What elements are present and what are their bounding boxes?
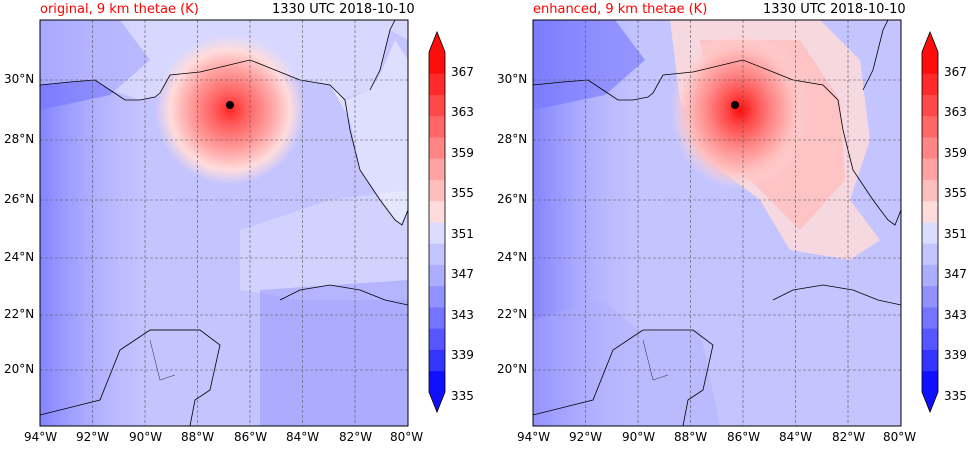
- y-tick-label: 20°N: [497, 362, 528, 376]
- colorbar-label: 363: [451, 105, 474, 119]
- x-tick-label: 84°W: [286, 430, 320, 444]
- y-tick-label: 26°N: [497, 192, 528, 206]
- right-panel-timestamp: 1330 UTC 2018-10-10: [763, 2, 906, 17]
- right-colorbar: [921, 30, 939, 414]
- colorbar-segment: [922, 158, 938, 180]
- colorbar-label: 351: [944, 227, 967, 241]
- colorbar-segment: [922, 73, 938, 95]
- colorbar-label: 355: [451, 186, 474, 200]
- colorbar-segment: [429, 115, 445, 138]
- left-colorbar: [428, 30, 446, 414]
- colorbar-label: 367: [944, 65, 967, 79]
- colorbar-segment: [429, 73, 445, 95]
- colorbar-label: 347: [451, 267, 474, 281]
- right-map: [533, 20, 901, 426]
- x-tick-label: 90°W: [129, 430, 163, 444]
- x-tick-label: 88°W: [674, 430, 708, 444]
- colorbar-label: 367: [451, 65, 474, 79]
- y-tick-label: 28°N: [4, 132, 35, 146]
- y-tick-label: 26°N: [4, 192, 35, 206]
- colorbar-label: 335: [944, 389, 967, 403]
- left-panel-timestamp: 1330 UTC 2018-10-10: [272, 2, 415, 17]
- colorbar-segment: [922, 349, 938, 372]
- colorbar-segment: [429, 370, 445, 393]
- left-map-frame: [39, 19, 409, 427]
- left-map: [40, 20, 408, 426]
- colorbar-segment: [429, 200, 445, 223]
- left-storm-center-marker: [226, 101, 234, 109]
- colorbar-segment: [922, 94, 938, 117]
- colorbar-segment: [922, 307, 938, 329]
- colorbar-max-arrow: [429, 32, 445, 52]
- colorbar-segment: [429, 243, 445, 265]
- colorbar-segment: [429, 285, 445, 308]
- colorbar-label: 363: [944, 105, 967, 119]
- x-tick-label: 94°W: [517, 430, 551, 444]
- colorbar-segment: [922, 179, 938, 202]
- colorbar-label: 335: [451, 389, 474, 403]
- colorbar-min-arrow: [429, 392, 445, 412]
- colorbar-segment: [429, 307, 445, 329]
- colorbar-segment: [922, 200, 938, 223]
- y-tick-label: 30°N: [497, 72, 528, 86]
- x-tick-label: 86°W: [727, 430, 761, 444]
- x-tick-label: 88°W: [181, 430, 215, 444]
- colorbar-segment: [429, 222, 445, 244]
- colorbar-segment: [922, 222, 938, 244]
- colorbar-segment: [429, 179, 445, 202]
- left-panel-title: original, 9 km thetae (K): [40, 2, 199, 17]
- y-tick-label: 24°N: [497, 250, 528, 264]
- colorbar-segment: [922, 328, 938, 350]
- colorbar-label: 339: [451, 348, 474, 362]
- y-tick-label: 28°N: [497, 132, 528, 146]
- colorbar-min-arrow: [922, 392, 938, 412]
- colorbar-segment: [922, 285, 938, 308]
- x-tick-label: 94°W: [24, 430, 58, 444]
- colorbar-segment: [922, 115, 938, 138]
- y-tick-label: 24°N: [4, 250, 35, 264]
- colorbar-label: 339: [944, 348, 967, 362]
- colorbar-label: 347: [944, 267, 967, 281]
- colorbar-segment: [429, 158, 445, 180]
- colorbar-segment: [429, 137, 445, 159]
- colorbar-label: 351: [451, 227, 474, 241]
- right-map-frame: [532, 19, 902, 427]
- colorbar-label: 343: [944, 308, 967, 322]
- colorbar-segment: [429, 328, 445, 350]
- colorbar-segment: [922, 137, 938, 159]
- y-tick-label: 22°N: [497, 307, 528, 321]
- colorbar-segment: [429, 94, 445, 117]
- x-tick-label: 82°W: [832, 430, 866, 444]
- colorbar-label: 343: [451, 308, 474, 322]
- colorbar-outline: [921, 30, 939, 414]
- colorbar-segment: [922, 243, 938, 265]
- colorbar-segment: [429, 349, 445, 372]
- x-tick-label: 84°W: [779, 430, 813, 444]
- x-tick-label: 82°W: [339, 430, 373, 444]
- right-storm-center-marker: [731, 101, 739, 109]
- colorbar-segment: [429, 52, 445, 74]
- x-tick-label: 86°W: [234, 430, 268, 444]
- right-storm-core: [670, 30, 810, 190]
- colorbar-segment: [922, 370, 938, 393]
- y-tick-label: 30°N: [4, 72, 35, 86]
- colorbar-label: 359: [944, 146, 967, 160]
- colorbar-label: 359: [451, 146, 474, 160]
- x-tick-label: 92°W: [76, 430, 110, 444]
- colorbar-segment: [922, 264, 938, 287]
- x-tick-label: 80°W: [883, 430, 917, 444]
- colorbar-segment: [429, 264, 445, 287]
- colorbar-outline: [428, 30, 446, 414]
- y-tick-label: 22°N: [4, 307, 35, 321]
- colorbar-segment: [922, 52, 938, 74]
- left-storm-core: [155, 35, 305, 185]
- y-tick-label: 20°N: [4, 362, 35, 376]
- right-panel-title: enhanced, 9 km thetae (K): [533, 2, 708, 17]
- x-tick-label: 80°W: [390, 430, 424, 444]
- colorbar-max-arrow: [922, 32, 938, 52]
- x-tick-label: 92°W: [569, 430, 603, 444]
- x-tick-label: 90°W: [622, 430, 656, 444]
- colorbar-label: 355: [944, 186, 967, 200]
